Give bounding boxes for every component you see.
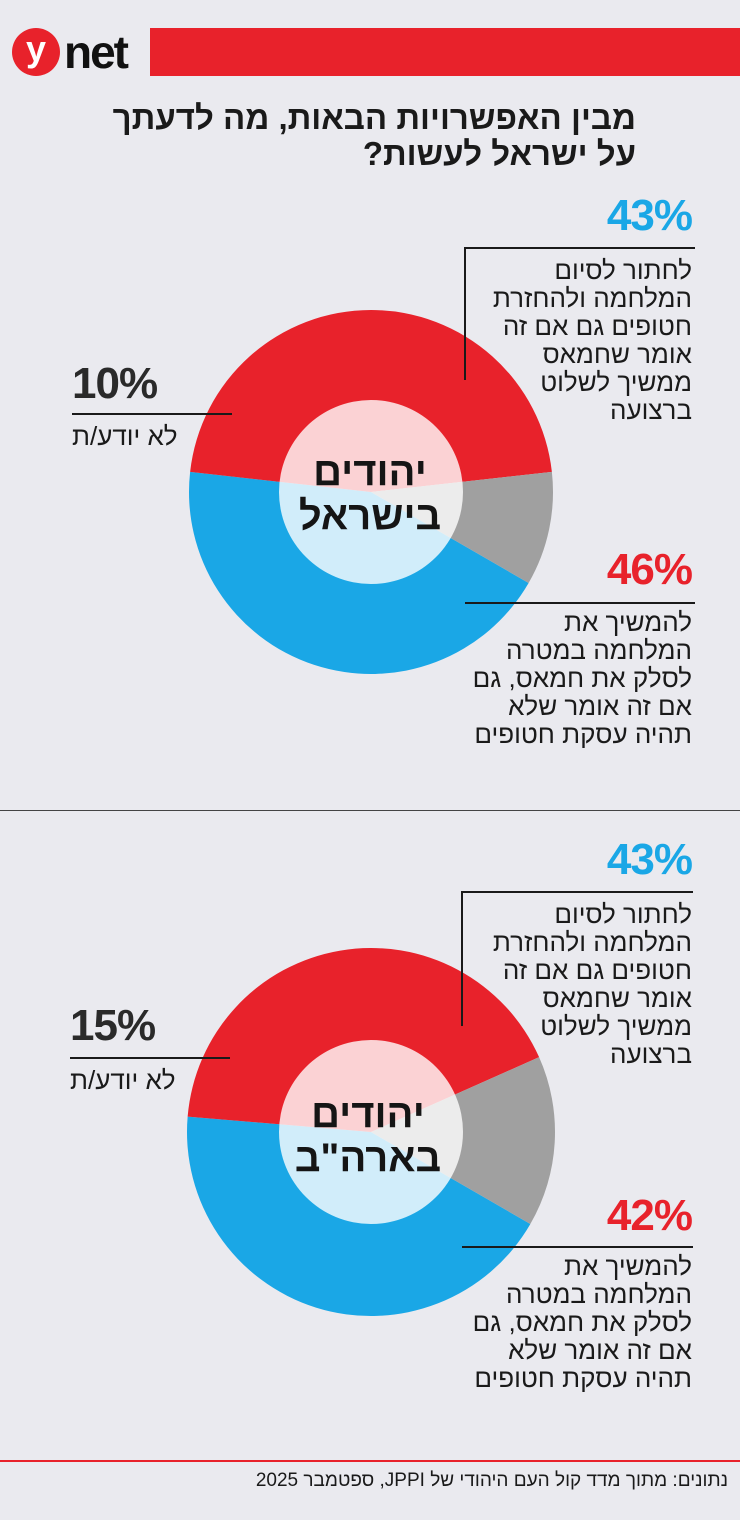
pct-label-dont-know: 10% <box>72 359 158 408</box>
center-label-israel: יהודים בישראל <box>270 450 470 538</box>
pct-label-end-war: 43% <box>606 191 693 240</box>
desc-continue-war: להמשיך את המלחמה במטרה לסלק את חמאס, גם … <box>472 607 692 749</box>
header: y net <box>0 0 740 100</box>
chart-panel-israel: 43% לחתור לסיום המלחמה ולהחזרת חטופים גם… <box>72 191 695 749</box>
desc-continue-war: להמשיך את המלחמה במטרה לסלק את חמאס, גם … <box>472 1251 692 1393</box>
desc-dont-know: לא יודע/ת <box>72 421 178 451</box>
slice-dont-know <box>371 1057 555 1224</box>
donut-chart-israel <box>72 247 695 675</box>
source-footnote: נתונים: מתוך מדד קול העם היהודי של JPPI,… <box>255 1470 728 1491</box>
pct-label-end-war: 43% <box>606 835 693 884</box>
center-label-usa: יהודים בארה"ב <box>268 1092 468 1180</box>
footer-red-line <box>0 1460 740 1462</box>
pct-label-continue-war: 46% <box>606 545 693 594</box>
donut-chart-usa <box>70 891 693 1317</box>
pct-label-dont-know: 15% <box>70 1001 156 1050</box>
center-label-line1: יהודים <box>311 1092 425 1136</box>
desc-end-war: לחתור לסיום המלחמה ולהחזרת חטופים גם אם … <box>492 899 692 1069</box>
donut-center <box>279 1040 463 1224</box>
leader-line <box>464 247 695 380</box>
desc-end-war: לחתור לסיום המלחמה ולהחזרת חטופים גם אם … <box>492 255 692 425</box>
header-red-bar <box>150 28 740 76</box>
ynet-logo-icon[interactable]: y <box>12 28 60 76</box>
ynet-logo-text[interactable]: net <box>64 26 129 78</box>
leader-line <box>461 891 693 1026</box>
center-label-line2: בארה"ב <box>294 1136 442 1180</box>
chart-question-title: מבין האפשרויות הבאות, מה לדעתך על ישראל … <box>112 99 636 172</box>
slice-continue-war <box>187 948 540 1132</box>
center-label-line1: יהודים <box>313 450 427 494</box>
center-label-line2: בישראל <box>298 494 442 538</box>
donut-center <box>279 400 463 584</box>
pct-label-continue-war: 42% <box>606 1191 693 1240</box>
section-divider <box>0 810 740 811</box>
desc-dont-know: לא יודע/ת <box>70 1065 176 1095</box>
chart-panel-usa: 43% לחתור לסיום המלחמה ולהחזרת חטופים גם… <box>70 835 693 1393</box>
